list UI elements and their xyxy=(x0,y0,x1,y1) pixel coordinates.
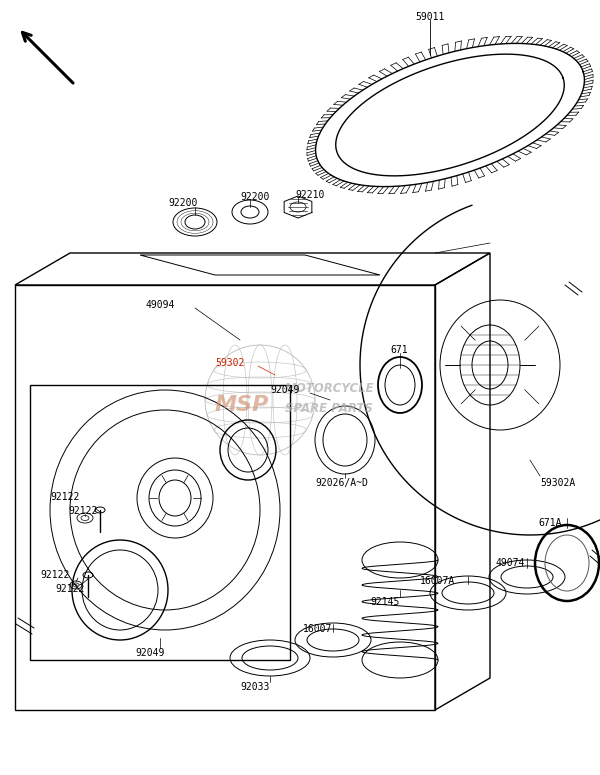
Text: 92122: 92122 xyxy=(55,584,85,594)
Text: 49074: 49074 xyxy=(496,558,524,568)
Text: 92200: 92200 xyxy=(168,198,197,208)
Text: 92049: 92049 xyxy=(135,648,164,658)
Text: SPARE PARTS: SPARE PARTS xyxy=(285,401,373,415)
Text: 92210: 92210 xyxy=(295,190,325,200)
Text: 671A: 671A xyxy=(538,518,562,528)
Text: 49094: 49094 xyxy=(145,300,175,310)
Text: MSP: MSP xyxy=(215,395,269,415)
Text: 671: 671 xyxy=(390,345,407,355)
Text: 16007A: 16007A xyxy=(419,576,455,586)
Text: 92122: 92122 xyxy=(50,492,79,502)
Text: 92026/A~D: 92026/A~D xyxy=(315,478,368,488)
Text: 59011: 59011 xyxy=(415,12,445,22)
Text: 92145: 92145 xyxy=(370,597,400,607)
Text: 92049: 92049 xyxy=(270,385,299,395)
Text: 59302: 59302 xyxy=(215,358,244,368)
Text: 59302A: 59302A xyxy=(540,478,575,488)
Bar xyxy=(30,385,290,660)
Text: 92122: 92122 xyxy=(40,570,70,580)
Text: 92200: 92200 xyxy=(240,192,269,202)
Text: 16007: 16007 xyxy=(304,624,332,634)
Text: MOTORCYCLE: MOTORCYCLE xyxy=(285,381,374,394)
Text: 92033: 92033 xyxy=(241,682,269,692)
Text: 92122: 92122 xyxy=(68,506,97,516)
